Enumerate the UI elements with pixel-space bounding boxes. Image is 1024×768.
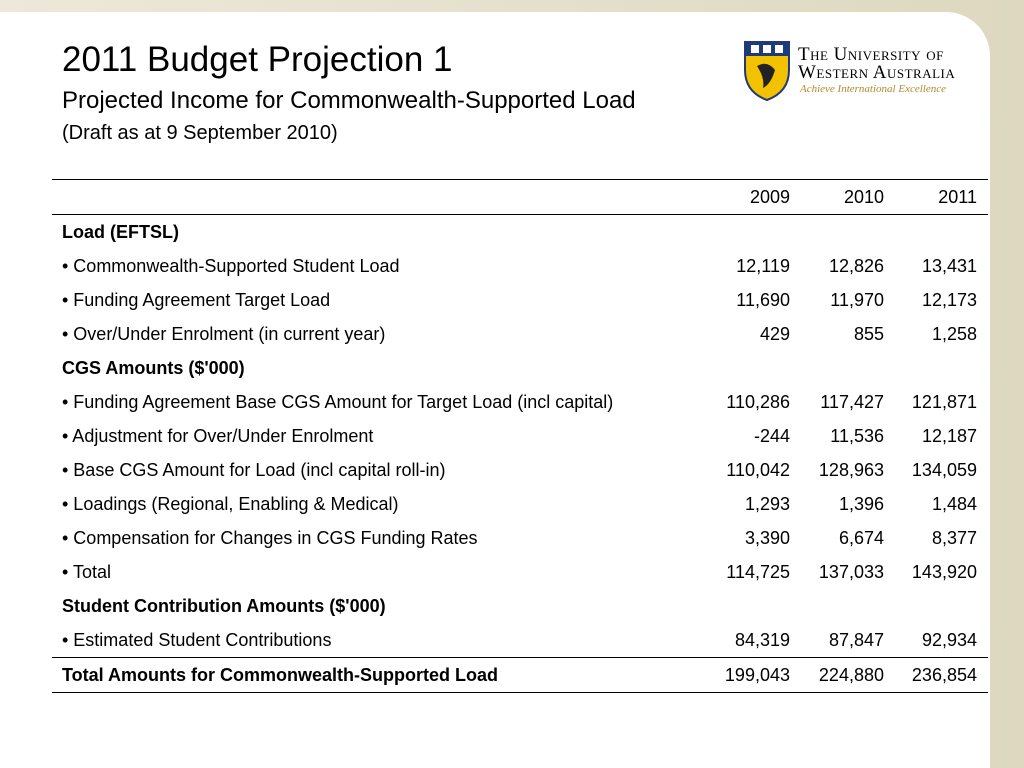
cell-value: 84,319 (734, 630, 790, 650)
title: 2011 Budget Projection 1 (62, 40, 453, 79)
row-label: • Loadings (Regional, Enabling & Medical… (62, 494, 399, 514)
cell-value: 199,043 (724, 665, 790, 685)
cell-value: 1,258 (931, 324, 977, 344)
cell-value: 6,674 (838, 528, 884, 548)
cell-value: 114,725 (726, 562, 790, 582)
slide (0, 12, 990, 768)
table-row: • Total 114,725 137,033 143,920 (52, 555, 988, 589)
row-label: • Adjustment for Over/Under Enrolment (62, 426, 374, 446)
table-row: • Loadings (Regional, Enabling & Medical… (52, 487, 988, 521)
cell-value: 110,042 (726, 460, 790, 480)
table: 2009 2010 2011 Load (EFTSL) • Commonwealth-S… (52, 179, 988, 693)
cell-value: -244 (753, 426, 790, 446)
cell-value: 13,431 (921, 256, 977, 276)
table-row: Total Amounts for Commonwealth-Supported… (52, 657, 988, 693)
cell-value: 12,119 (736, 256, 790, 276)
tagline: Achieve International Excellence (800, 83, 946, 95)
cell-value: 8,377 (931, 528, 977, 548)
section-row: Student Contribution Amounts ($'000) (52, 589, 988, 623)
cell-value: 92,934 (921, 630, 977, 650)
subtitle: Projected Income for Commonwealth-Suppor… (62, 87, 636, 114)
cell-value: 1,396 (838, 494, 884, 514)
row-label: • Base CGS Amount for Load (incl capital… (62, 460, 446, 480)
table-row: • Funding Agreement Target Load 11,690 11,… (52, 283, 988, 317)
row-label: • Over/Under Enrolment (in current year) (62, 324, 386, 344)
draft-note: (Draft as at 9 September 2010) (62, 122, 338, 144)
cell-value: 12,173 (921, 290, 977, 310)
section-row: CGS Amounts ($'000) (52, 351, 988, 385)
table-row: • Estimated Student Contributions 84,319 8… (52, 623, 988, 657)
table-row: • Commonwealth-Supported Student Load 12,… (52, 249, 988, 283)
row-label: • Estimated Student Contributions (62, 630, 332, 650)
cell-value: 429 (759, 324, 790, 344)
cell-value: 224,880 (818, 665, 884, 685)
university-name: Western Australia (798, 62, 956, 83)
table-row: • Compensation for Changes in CGS Fundin… (52, 521, 988, 555)
row-label: Student Contribution Amounts ($'000) (62, 596, 386, 616)
header-row: 2009 2010 2011 (52, 180, 988, 215)
cell-value: 1,293 (744, 494, 790, 514)
column-header: 2011 (938, 187, 977, 207)
cell-value: 11,536 (830, 426, 884, 446)
cell-value: 12,826 (828, 256, 884, 276)
cell-value: 3,390 (744, 528, 790, 548)
logo-shield (744, 41, 790, 102)
table-row: • Adjustment for Over/Under Enrolment -24… (52, 419, 988, 453)
row-label: Load (EFTSL) (62, 222, 179, 242)
row-label: • Funding Agreement Target Load (62, 290, 331, 310)
table-row: • Funding Agreement Base CGS Amount for … (52, 385, 988, 419)
university-name: The University of (798, 44, 944, 65)
cell-value: 11,970 (830, 290, 884, 310)
table-row: • Over/Under Enrolment (in current year)… (52, 317, 988, 351)
cell-value: 87,847 (828, 630, 884, 650)
section-row: Load (EFTSL) (52, 215, 988, 249)
cell-value: 11,690 (736, 290, 790, 310)
row-label: Total Amounts for Commonwealth-Supported… (62, 665, 498, 685)
column-header: 2010 (843, 187, 884, 207)
cell-value: 137,033 (818, 562, 884, 582)
cell-value: 1,484 (931, 494, 977, 514)
row-label: • Compensation for Changes in CGS Fundin… (62, 528, 478, 548)
row-label: • Total (62, 562, 111, 582)
column-header: 2009 (749, 187, 790, 207)
cell-value: 128,963 (818, 460, 884, 480)
cell-value: 117,427 (820, 392, 884, 412)
cell-value: 855 (853, 324, 884, 344)
row-label: • Commonwealth-Supported Student Load (62, 256, 400, 276)
row-label: CGS Amounts ($'000) (62, 358, 245, 378)
table-row: • Base CGS Amount for Load (incl capital… (52, 453, 988, 487)
cell-value: 143,920 (911, 562, 977, 582)
row-label: • Funding Agreement Base CGS Amount for … (62, 392, 614, 412)
cell-value: 121,871 (911, 392, 977, 412)
cell-value: 110,286 (726, 392, 790, 412)
cell-value: 12,187 (921, 426, 977, 446)
cell-value: 236,854 (911, 665, 977, 685)
cell-value: 134,059 (911, 460, 977, 480)
